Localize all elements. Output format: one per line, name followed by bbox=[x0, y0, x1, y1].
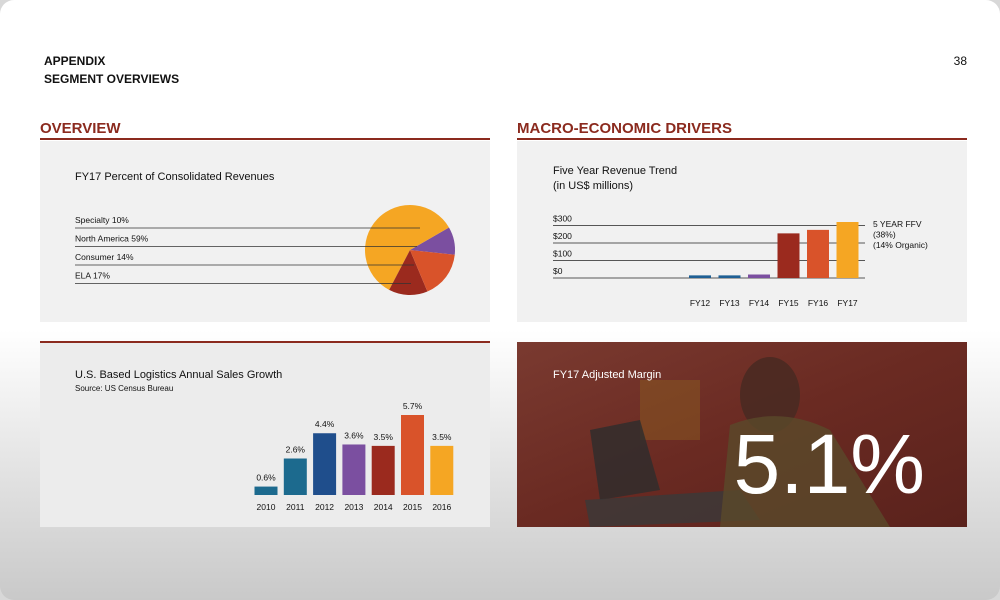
x-tick-label: 2013 bbox=[344, 502, 363, 512]
x-tick-label: FY17 bbox=[837, 298, 858, 308]
slice-label: Consumer 14% bbox=[75, 252, 134, 262]
x-tick-label: FY13 bbox=[719, 298, 740, 308]
bar bbox=[748, 274, 770, 278]
bar bbox=[430, 445, 454, 495]
bar bbox=[401, 415, 424, 495]
bar bbox=[313, 433, 337, 495]
chart-title: FY17 Percent of Consolidated Revenues bbox=[75, 171, 275, 183]
panel bbox=[517, 141, 967, 322]
chart-title: Five Year Revenue Trend bbox=[553, 165, 677, 177]
pie-slice bbox=[410, 250, 455, 292]
header-subtitle: SEGMENT OVERVIEWS bbox=[44, 72, 179, 86]
photo-person bbox=[740, 357, 800, 433]
slice-label: ELA 17% bbox=[75, 271, 110, 281]
photo-panel: FY17 Adjusted Margin 5.1% bbox=[517, 342, 967, 527]
x-tick-label: 2012 bbox=[315, 502, 334, 512]
y-tick-label: $300 bbox=[553, 214, 572, 224]
x-tick-label: 2016 bbox=[432, 502, 451, 512]
panel-title: FY17 Adjusted Margin bbox=[553, 369, 661, 381]
page-number: 38 bbox=[954, 54, 968, 68]
x-tick-label: 2014 bbox=[374, 502, 393, 512]
chart-subtitle: (in US$ millions) bbox=[553, 180, 633, 192]
bar bbox=[371, 445, 395, 495]
slice-label: North America 59% bbox=[75, 234, 149, 244]
big-value: 5.1% bbox=[734, 417, 925, 511]
pie-slice bbox=[410, 227, 455, 255]
annotation: 5 YEAR FFV bbox=[873, 219, 922, 229]
x-tick-label: FY16 bbox=[808, 298, 829, 308]
x-tick-label: FY14 bbox=[749, 298, 770, 308]
photo-forklift bbox=[640, 380, 700, 440]
header-title: APPENDIX bbox=[44, 54, 105, 68]
x-tick-label: 2015 bbox=[403, 502, 422, 512]
photo-desk bbox=[585, 490, 760, 527]
value-label: 4.4% bbox=[315, 419, 335, 429]
photo-person bbox=[720, 416, 890, 527]
x-tick-label: FY15 bbox=[778, 298, 799, 308]
photo-laptop bbox=[590, 420, 660, 500]
x-tick-label: FY12 bbox=[690, 298, 711, 308]
value-label: 0.6% bbox=[256, 473, 276, 483]
bar bbox=[254, 486, 278, 495]
bar bbox=[283, 458, 307, 495]
value-label: 3.5% bbox=[374, 432, 394, 442]
chart-title: U.S. Based Logistics Annual Sales Growth bbox=[75, 369, 282, 381]
section-title: MACRO-ECONOMIC DRIVERS bbox=[517, 120, 732, 137]
pie-slice bbox=[365, 205, 449, 290]
bar bbox=[689, 275, 711, 278]
x-tick-label: 2011 bbox=[286, 502, 305, 512]
bar bbox=[836, 222, 859, 278]
y-tick-label: $200 bbox=[553, 231, 572, 241]
x-tick-label: 2010 bbox=[257, 502, 276, 512]
section-title: OVERVIEW bbox=[40, 120, 121, 137]
bar bbox=[342, 444, 366, 495]
chart-subtitle: Source: US Census Bureau bbox=[75, 384, 173, 393]
value-label: 3.5% bbox=[432, 432, 452, 442]
y-tick-label: $0 bbox=[553, 266, 563, 276]
y-tick-label: $100 bbox=[553, 249, 572, 259]
bar bbox=[807, 229, 829, 278]
value-label: 5.7% bbox=[403, 401, 423, 411]
value-label: 3.6% bbox=[344, 430, 364, 440]
charts: FY17 Percent of Consolidated Revenues Spe… bbox=[75, 165, 928, 512]
bar bbox=[718, 275, 741, 278]
annotation: (14% Organic) bbox=[873, 240, 928, 250]
annotation: (38%) bbox=[873, 230, 896, 240]
value-label: 2.6% bbox=[286, 445, 306, 455]
slice-label: Specialty 10% bbox=[75, 215, 129, 225]
bar bbox=[777, 233, 800, 278]
